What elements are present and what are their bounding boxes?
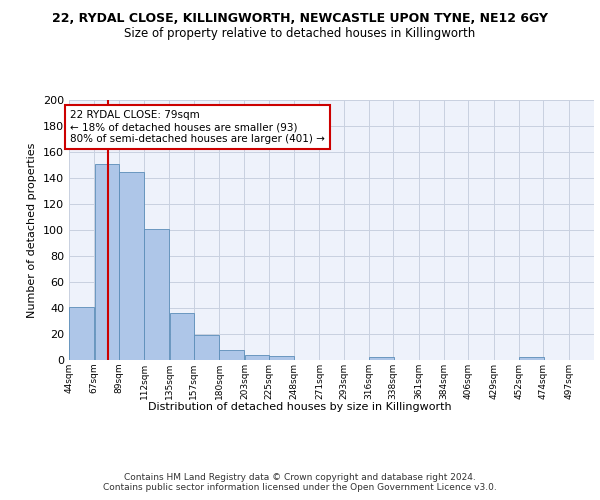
Bar	[194, 336, 219, 360]
Text: 22 RYDAL CLOSE: 79sqm
← 18% of detached houses are smaller (93)
80% of semi-deta: 22 RYDAL CLOSE: 79sqm ← 18% of detached …	[70, 110, 325, 144]
Bar	[519, 358, 544, 360]
Text: Contains HM Land Registry data © Crown copyright and database right 2024.
Contai: Contains HM Land Registry data © Crown c…	[103, 472, 497, 492]
Bar	[369, 358, 394, 360]
Bar	[119, 172, 144, 360]
Text: 22, RYDAL CLOSE, KILLINGWORTH, NEWCASTLE UPON TYNE, NE12 6GY: 22, RYDAL CLOSE, KILLINGWORTH, NEWCASTLE…	[52, 12, 548, 26]
Bar	[95, 164, 119, 360]
Text: Size of property relative to detached houses in Killingworth: Size of property relative to detached ho…	[124, 28, 476, 40]
Bar	[245, 355, 269, 360]
Bar	[170, 313, 194, 360]
Bar	[144, 228, 169, 360]
Y-axis label: Number of detached properties: Number of detached properties	[28, 142, 37, 318]
Bar	[269, 356, 294, 360]
Bar	[219, 350, 244, 360]
Text: Distribution of detached houses by size in Killingworth: Distribution of detached houses by size …	[148, 402, 452, 412]
Bar	[69, 306, 94, 360]
